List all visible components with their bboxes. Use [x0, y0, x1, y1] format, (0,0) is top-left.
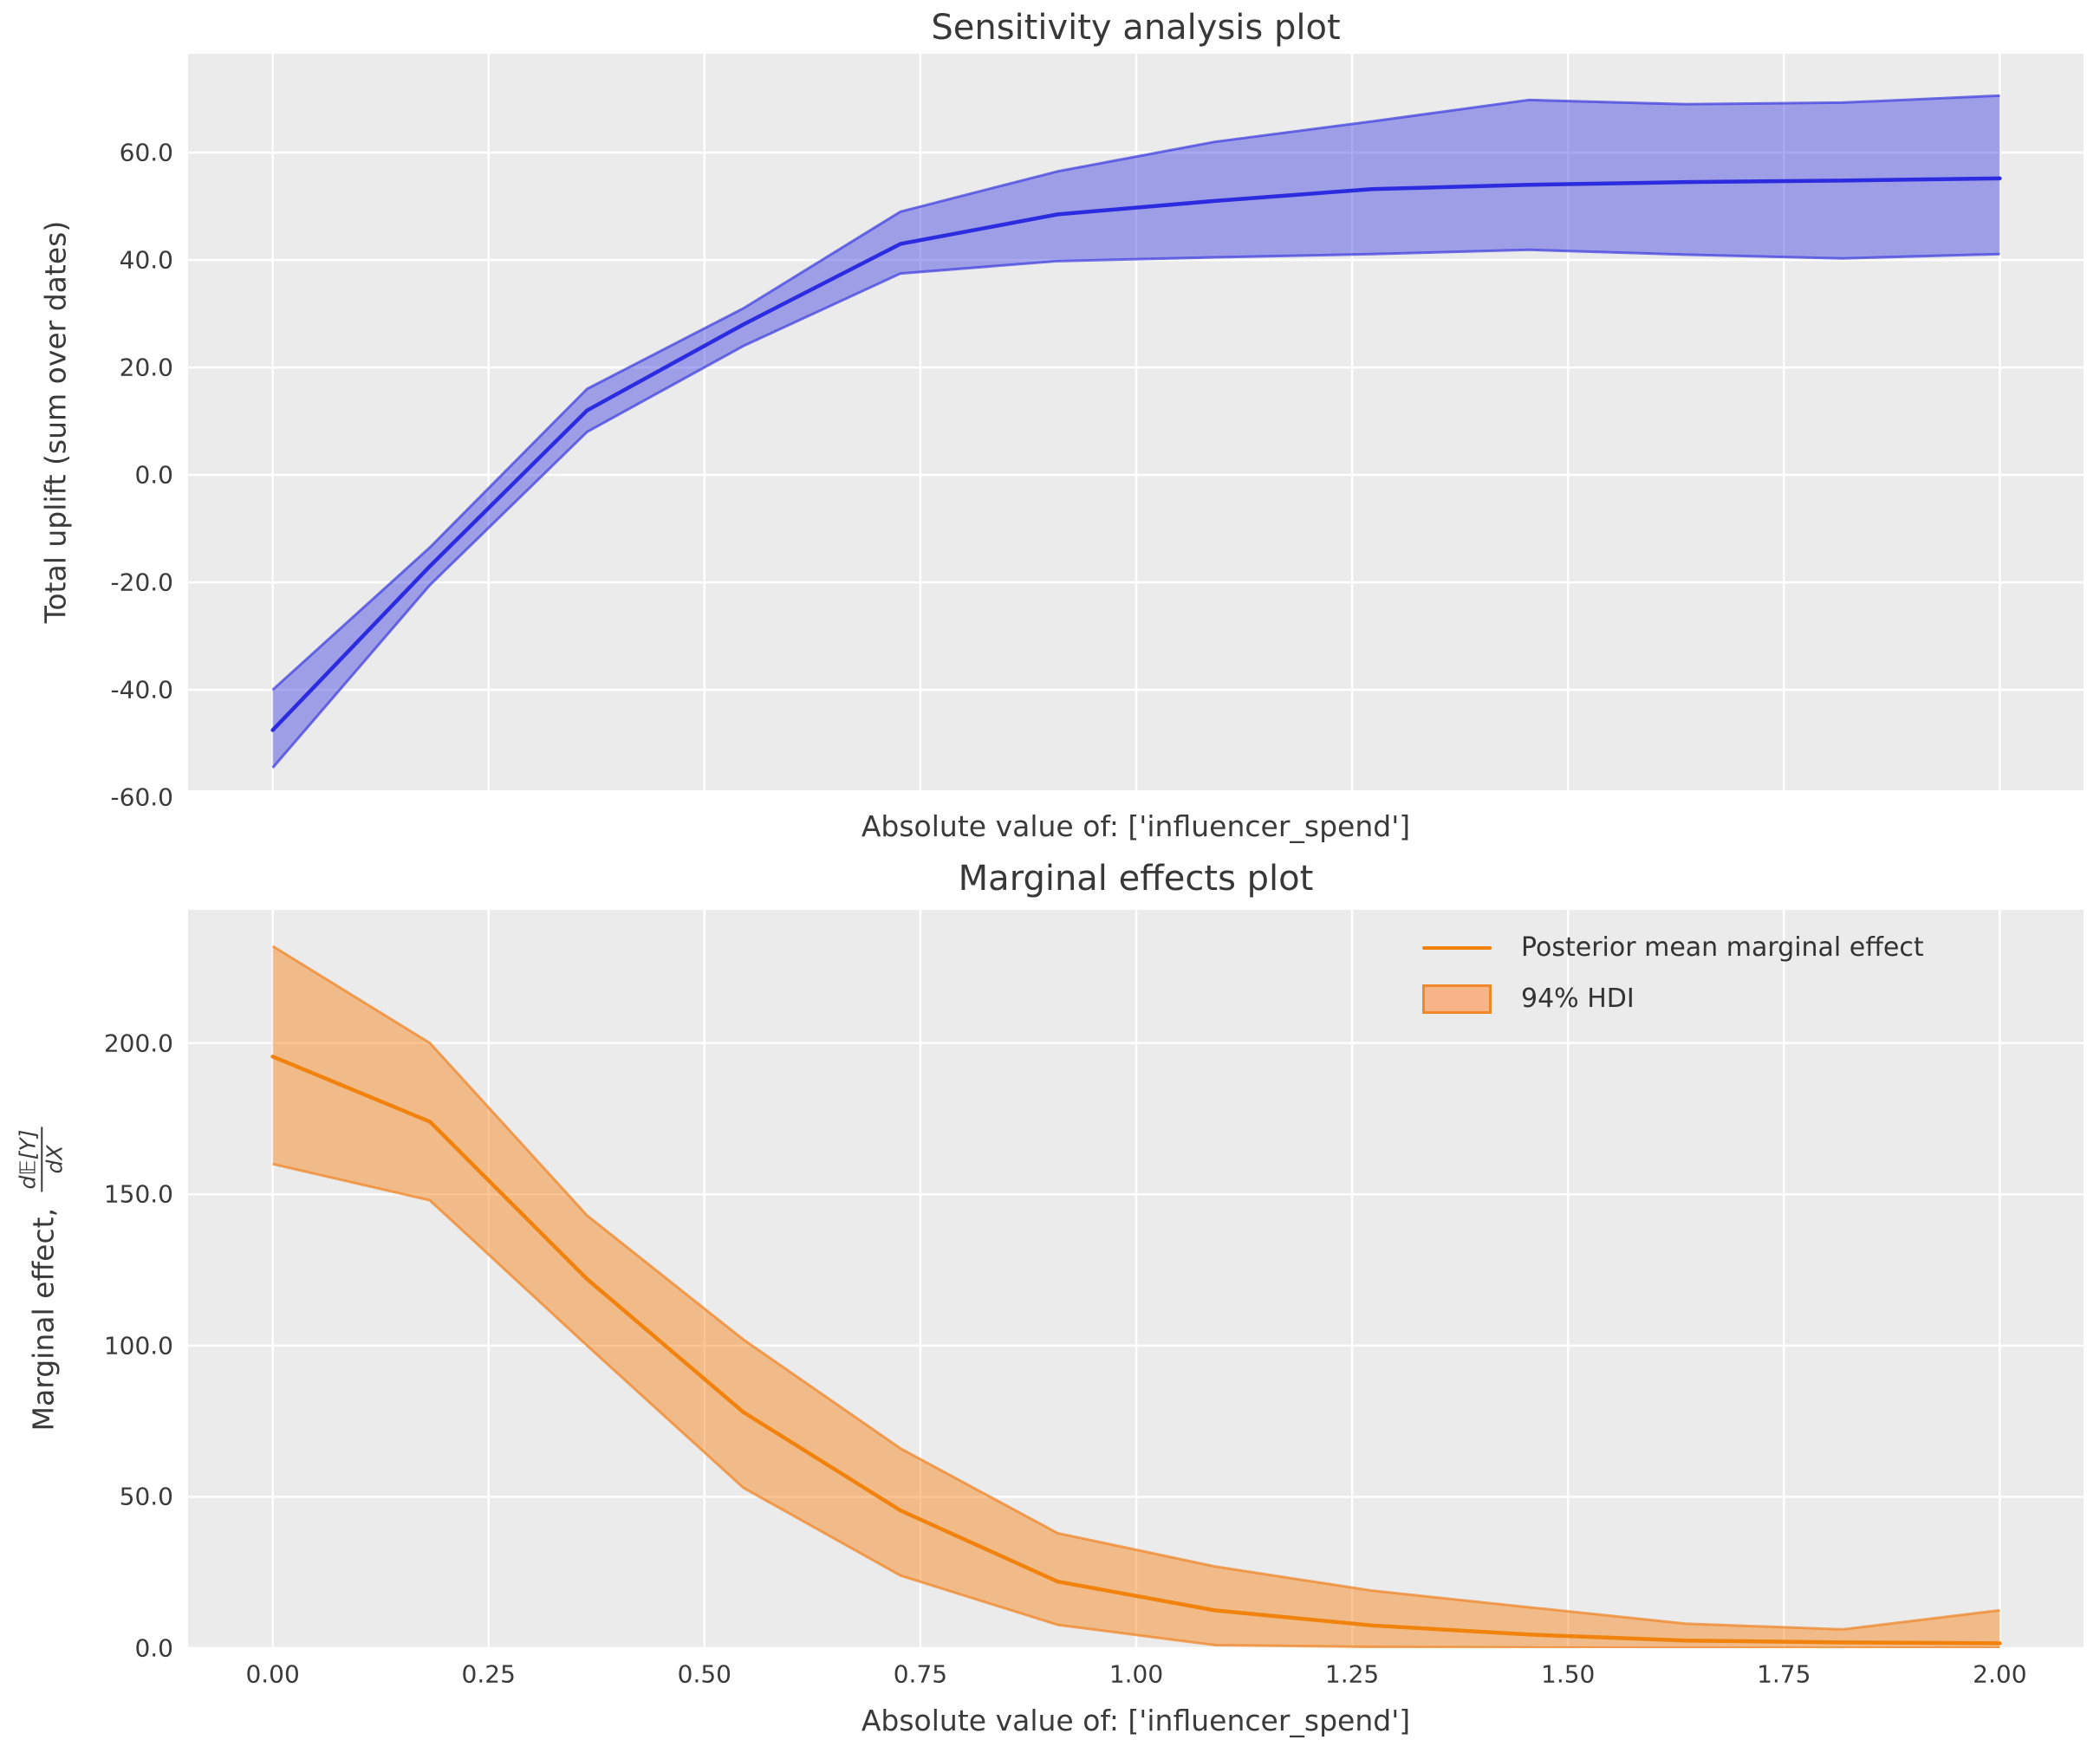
fraction-denominator: dX	[42, 1145, 67, 1174]
y-tick-label: 200.0	[103, 1029, 173, 1058]
top-plot-canvas	[188, 54, 2084, 790]
y-tick-label: -20.0	[110, 568, 173, 597]
legend-label-hdi: 94% HDI	[1521, 984, 1635, 1014]
bottom-chart-title: Marginal effects plot	[958, 859, 1314, 899]
y-tick-label: 50.0	[119, 1482, 173, 1511]
top-chart-title: Sensitivity analysis plot	[931, 8, 1341, 48]
y-tick-label: 150.0	[103, 1179, 173, 1209]
bottom-y-axis-label-text: Marginal effect,	[26, 1198, 61, 1432]
y-tick-label: 0.0	[134, 1633, 173, 1663]
x-tick-label: 0.25	[461, 1659, 516, 1689]
y-tick-label: 40.0	[119, 245, 173, 275]
legend-item-hdi: 94% HDI	[1422, 984, 1924, 1014]
x-tick-label: 1.25	[1324, 1659, 1380, 1689]
top-plot-area	[188, 54, 2084, 790]
legend-label-mean: Posterior mean marginal effect	[1521, 932, 1924, 963]
x-tick-label: 0.00	[245, 1659, 300, 1689]
legend-item-mean: Posterior mean marginal effect	[1422, 932, 1924, 963]
y-tick-label: 0.0	[134, 460, 173, 490]
x-tick-label: 2.00	[1973, 1659, 2027, 1689]
bottom-y-axis-label: Marginal effect, d𝔼[Y] dX	[15, 1126, 71, 1432]
legend: Posterior mean marginal effect 94% HDI	[1422, 932, 1924, 1014]
y-tick-label: 60.0	[119, 138, 173, 167]
top-y-axis-label: Total uplift (sum over dates)	[38, 220, 73, 624]
x-tick-label: 0.50	[677, 1659, 731, 1689]
bottom-plot-area: Posterior mean marginal effect 94% HDI	[188, 910, 2084, 1648]
x-tick-label: 1.00	[1109, 1659, 1164, 1689]
legend-line-swatch	[1422, 945, 1492, 950]
bottom-x-axis-label: Absolute value of: ['influencer_spend']	[861, 1704, 1411, 1737]
y-tick-label: 100.0	[103, 1331, 173, 1360]
top-x-axis-label: Absolute value of: ['influencer_spend']	[861, 809, 1411, 843]
x-tick-label: 1.50	[1541, 1659, 1596, 1689]
y-tick-label: -60.0	[110, 782, 173, 812]
x-tick-label: 1.75	[1757, 1659, 1811, 1689]
y-tick-label: -40.0	[110, 675, 173, 704]
x-tick-label: 0.75	[893, 1659, 948, 1689]
bottom-plot-canvas	[188, 910, 2084, 1648]
legend-hdi-swatch	[1422, 984, 1492, 1014]
y-tick-label: 20.0	[119, 353, 173, 382]
